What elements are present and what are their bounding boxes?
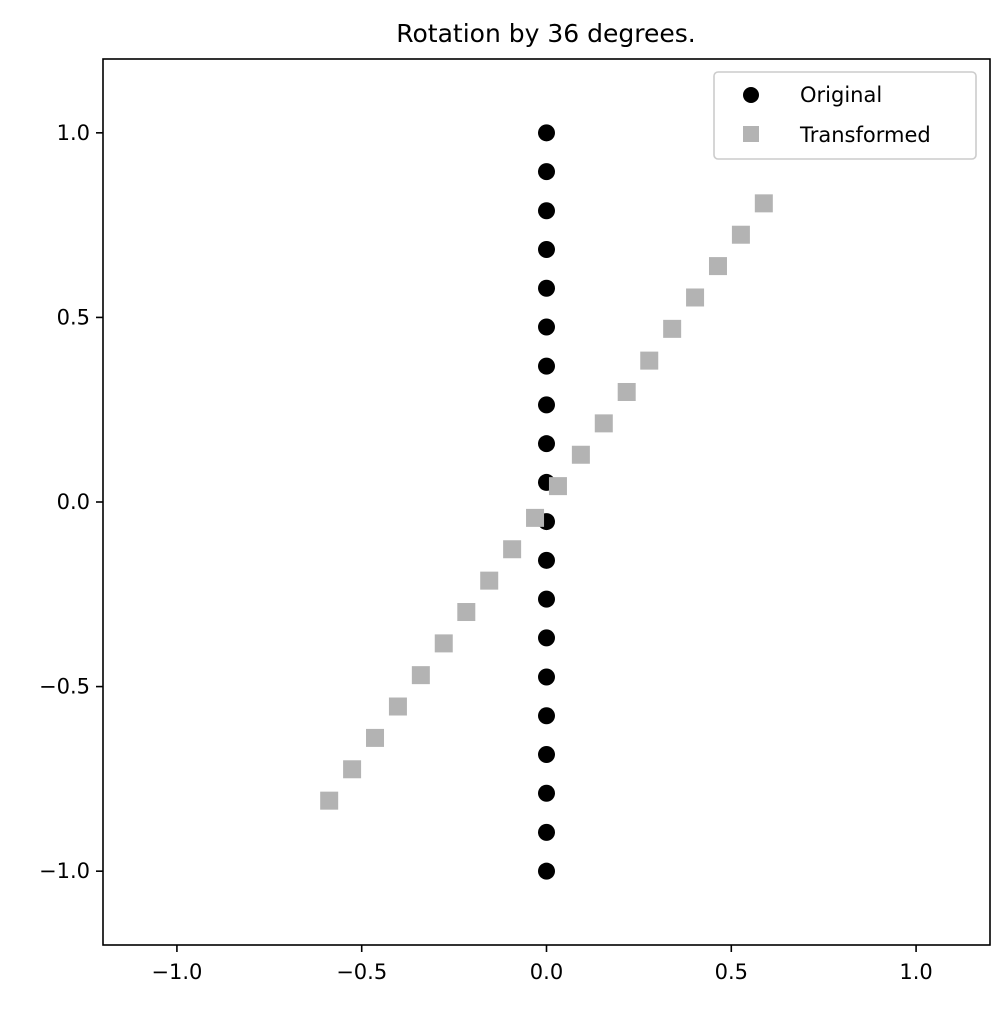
point-original bbox=[538, 240, 555, 258]
legend-marker-transformed bbox=[743, 126, 759, 142]
point-original bbox=[538, 746, 555, 764]
point-original bbox=[538, 163, 555, 181]
plot-area bbox=[320, 124, 773, 880]
chart-title: Rotation by 36 degrees. bbox=[396, 19, 695, 48]
y-tick-label: 1.0 bbox=[57, 121, 90, 145]
point-original bbox=[538, 318, 555, 336]
point-transformed bbox=[731, 225, 750, 244]
point-transformed bbox=[320, 791, 339, 810]
point-original bbox=[538, 862, 555, 880]
x-tick-label: −0.5 bbox=[336, 960, 387, 984]
point-original bbox=[538, 396, 555, 414]
legend-label-transformed: Transformed bbox=[799, 123, 931, 147]
point-transformed bbox=[388, 697, 407, 716]
point-original bbox=[538, 629, 555, 647]
point-transformed bbox=[663, 319, 682, 338]
point-transformed bbox=[503, 540, 522, 559]
point-transformed bbox=[640, 351, 659, 370]
point-transformed bbox=[526, 508, 545, 527]
point-transformed bbox=[343, 760, 362, 779]
y-tick-label: 0.0 bbox=[57, 490, 90, 514]
legend-marker-original bbox=[743, 87, 759, 103]
point-transformed bbox=[480, 571, 499, 590]
y-tick-label: −0.5 bbox=[39, 675, 90, 699]
point-transformed bbox=[434, 634, 453, 653]
legend-label-original: Original bbox=[800, 83, 882, 107]
axis-ticks: −1.0 −0.5 0.0 0.5 1.0 −1.0 −0.5 0.0 0.5 1.0 bbox=[39, 121, 933, 984]
point-original bbox=[538, 357, 555, 375]
point-original bbox=[538, 435, 555, 453]
point-transformed bbox=[457, 603, 476, 622]
y-tick-label: −1.0 bbox=[39, 859, 90, 883]
legend: Original Transformed bbox=[713, 71, 977, 160]
point-original bbox=[538, 279, 555, 297]
point-original bbox=[538, 707, 555, 725]
point-original bbox=[538, 590, 555, 608]
point-transformed bbox=[366, 728, 385, 747]
y-tick-label: 0.5 bbox=[57, 305, 90, 329]
point-original bbox=[538, 551, 555, 569]
x-tick-label: −1.0 bbox=[151, 960, 202, 984]
x-tick-label: 0.5 bbox=[715, 960, 748, 984]
x-tick-label: 0.0 bbox=[530, 960, 563, 984]
point-transformed bbox=[754, 194, 773, 213]
point-original bbox=[538, 823, 555, 841]
axes-frame bbox=[102, 58, 991, 946]
point-transformed bbox=[411, 666, 430, 685]
x-tick-label: 1.0 bbox=[899, 960, 932, 984]
point-transformed bbox=[617, 382, 636, 401]
point-transformed bbox=[594, 414, 613, 433]
legend-box bbox=[713, 71, 977, 160]
point-original bbox=[538, 124, 555, 142]
point-transformed bbox=[708, 257, 727, 276]
point-transformed bbox=[548, 477, 567, 496]
point-original bbox=[538, 784, 555, 802]
point-transformed bbox=[571, 445, 590, 464]
point-transformed bbox=[686, 288, 705, 307]
point-original bbox=[538, 668, 555, 686]
point-original bbox=[538, 202, 555, 220]
